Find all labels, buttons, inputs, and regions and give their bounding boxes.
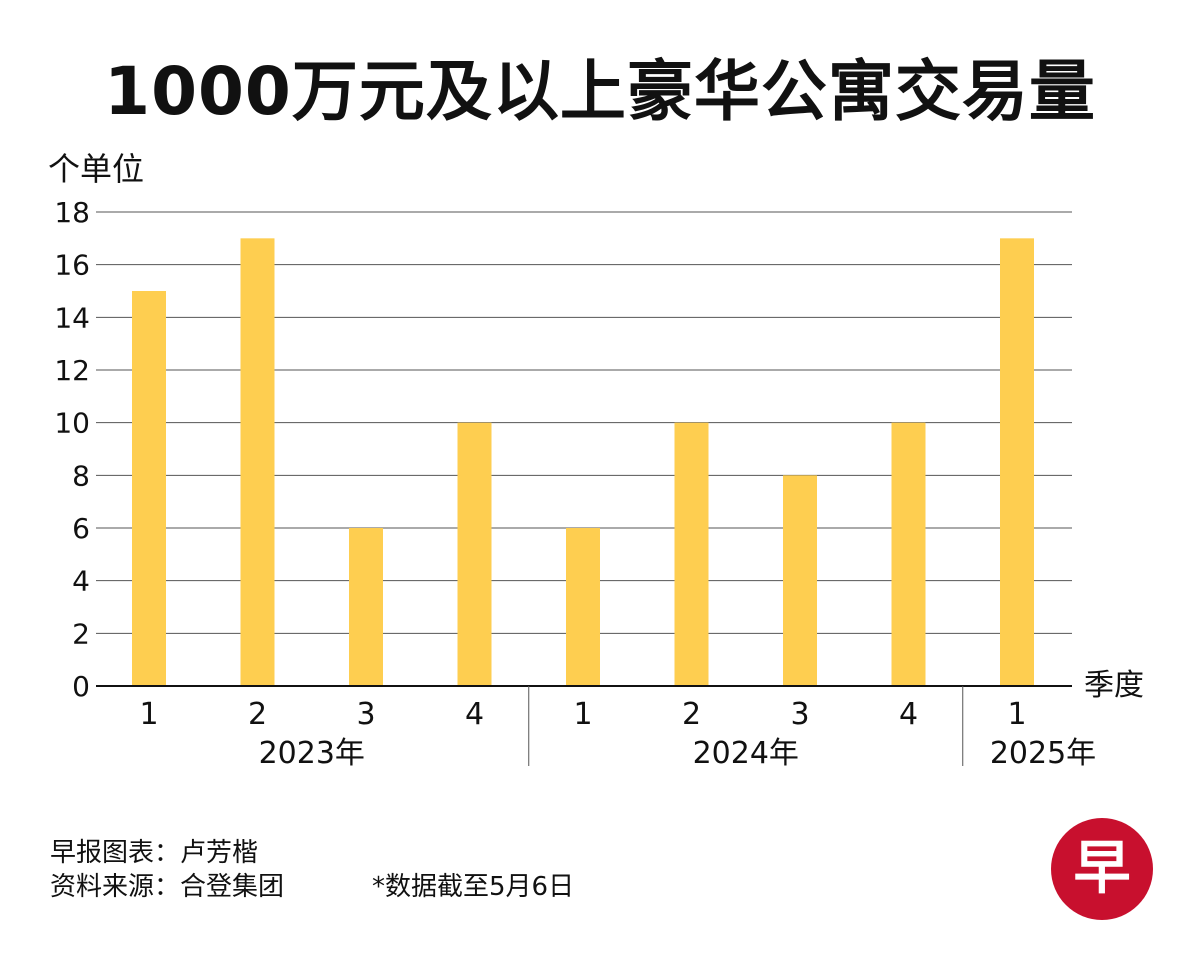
data-source: 资料来源：合登集团 bbox=[50, 872, 285, 902]
x-group-label: 2024年 bbox=[693, 736, 799, 771]
y-tick-label: 10 bbox=[54, 407, 90, 440]
data-note: *数据截至5月6日 bbox=[372, 872, 575, 902]
bar bbox=[240, 238, 275, 687]
bar bbox=[891, 422, 926, 686]
y-axis-label: 个单位 bbox=[48, 150, 144, 188]
x-group-label: 2023年 bbox=[259, 736, 365, 771]
chart-credit: 早报图表：卢芳楷 bbox=[50, 838, 259, 868]
bar bbox=[783, 475, 817, 686]
y-tick-label: 12 bbox=[54, 354, 90, 387]
x-tick-label: 2 bbox=[248, 697, 267, 732]
zaobao-logo: 早 bbox=[1051, 818, 1153, 920]
logo-glyph: 早 bbox=[1073, 835, 1130, 901]
bar bbox=[1000, 238, 1034, 687]
x-tick-label: 1 bbox=[139, 697, 158, 732]
y-tick-label: 14 bbox=[54, 301, 90, 334]
y-tick-label: 0 bbox=[72, 670, 90, 703]
x-tick-label: 3 bbox=[356, 697, 375, 732]
x-tick-label: 4 bbox=[465, 697, 484, 732]
chart-title: 1000万元及以上豪华公寓交易量 bbox=[104, 53, 1096, 130]
bar bbox=[349, 528, 383, 686]
y-tick-label: 8 bbox=[72, 459, 90, 492]
logo-circle bbox=[1051, 818, 1153, 920]
x-group-label: 2025年 bbox=[990, 736, 1096, 771]
bar bbox=[674, 422, 709, 686]
y-tick-label: 2 bbox=[72, 617, 90, 650]
y-tick-label: 16 bbox=[54, 249, 90, 282]
x-tick-label: 4 bbox=[899, 697, 918, 732]
x-tick-label: 3 bbox=[790, 697, 809, 732]
y-tick-label: 6 bbox=[72, 512, 90, 545]
x-tick-label: 1 bbox=[573, 697, 592, 732]
y-tick-label: 4 bbox=[72, 565, 90, 598]
y-tick-label: 18 bbox=[54, 196, 90, 229]
bar bbox=[457, 422, 492, 686]
x-axis-label: 季度 bbox=[1084, 668, 1144, 703]
x-tick-label: 1 bbox=[1007, 697, 1026, 732]
x-tick-label: 2 bbox=[682, 697, 701, 732]
bar bbox=[566, 528, 600, 686]
bar bbox=[132, 291, 166, 686]
